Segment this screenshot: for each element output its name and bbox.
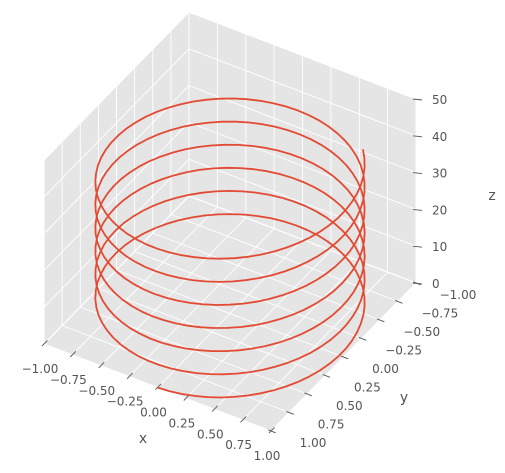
tick-labels: −1.00−0.75−0.50−0.250.000.250.500.751.00… [22, 93, 477, 463]
z-tick-label: 20 [432, 203, 447, 217]
x-tick-mark [155, 383, 162, 390]
grid-line [43, 195, 190, 345]
grid-line [188, 195, 417, 284]
y-tick-label: −1.00 [440, 288, 477, 302]
grid-line [116, 269, 344, 358]
x-axis-label: x [139, 431, 147, 447]
y-tick-mark [322, 373, 331, 378]
z-tick-mark [412, 282, 423, 285]
grid-line [188, 11, 417, 100]
helix-line [94, 97, 366, 399]
y-tick-label: 1.00 [300, 436, 327, 450]
z-tick-mark [412, 98, 423, 101]
x-tick-label: 1.00 [254, 449, 281, 463]
grid-line [80, 306, 308, 395]
grid-line [170, 214, 399, 302]
x-tick-mark [41, 340, 48, 347]
grid-line [134, 251, 362, 339]
x-tick-label: −1.00 [22, 362, 59, 376]
grid-line [43, 158, 190, 308]
z-axis-label: z [488, 188, 495, 204]
x-tick-label: 0.75 [225, 438, 252, 452]
y-tick-label: 0.75 [318, 418, 345, 432]
y-tick-mark [340, 355, 349, 360]
y-tick-label: −0.75 [422, 307, 459, 321]
x-tick-label: 0.25 [169, 416, 196, 430]
z-tick-label: 50 [432, 93, 447, 107]
x-tick-label: 0.50 [197, 427, 224, 441]
y-tick-mark [394, 299, 403, 304]
grid-lines [43, 11, 417, 432]
grid-line [188, 48, 417, 137]
z-tick-mark [412, 135, 423, 138]
z-tick-mark [412, 172, 423, 175]
y-tick-mark [376, 318, 385, 323]
y-tick-mark [286, 410, 294, 415]
axes-panes [43, 10, 417, 432]
grid-line [98, 288, 326, 376]
grid-line [43, 122, 190, 271]
x-tick-mark [98, 361, 105, 369]
y-tick-label: −0.50 [403, 325, 440, 339]
y-tick-label: −0.25 [385, 344, 422, 358]
y-tick-mark [268, 429, 276, 434]
z-tick-mark [412, 208, 423, 211]
grid-line [188, 158, 417, 247]
x-tick-label: −0.25 [107, 395, 144, 409]
x-tick-mark [211, 405, 219, 412]
x-tick-mark [268, 427, 275, 434]
y-axis-label: y [400, 390, 408, 406]
y-tick-label: 0.00 [372, 362, 399, 376]
x-tick-mark [69, 350, 77, 358]
z-tick-label: 10 [432, 240, 447, 254]
y-tick-label: 0.50 [336, 399, 363, 413]
x-tick-mark [240, 416, 247, 423]
x-tick-label: −0.50 [78, 384, 115, 398]
z-tick-mark [412, 245, 423, 248]
grid-line [43, 11, 190, 161]
x-tick-mark [126, 372, 133, 380]
y-tick-mark [304, 392, 313, 397]
series-layer [94, 97, 366, 399]
z-tick-label: 30 [432, 167, 447, 181]
x-tick-label: 0.00 [140, 406, 167, 420]
x-tick-label: −0.75 [50, 373, 87, 387]
grid-line [188, 121, 417, 210]
grid-line [188, 85, 417, 174]
y-tick-label: 0.25 [354, 381, 381, 395]
z-tick-label: 0 [432, 277, 440, 291]
y-tick-mark [358, 336, 367, 341]
z-tick-label: 40 [432, 130, 447, 144]
grid-line [43, 48, 190, 198]
